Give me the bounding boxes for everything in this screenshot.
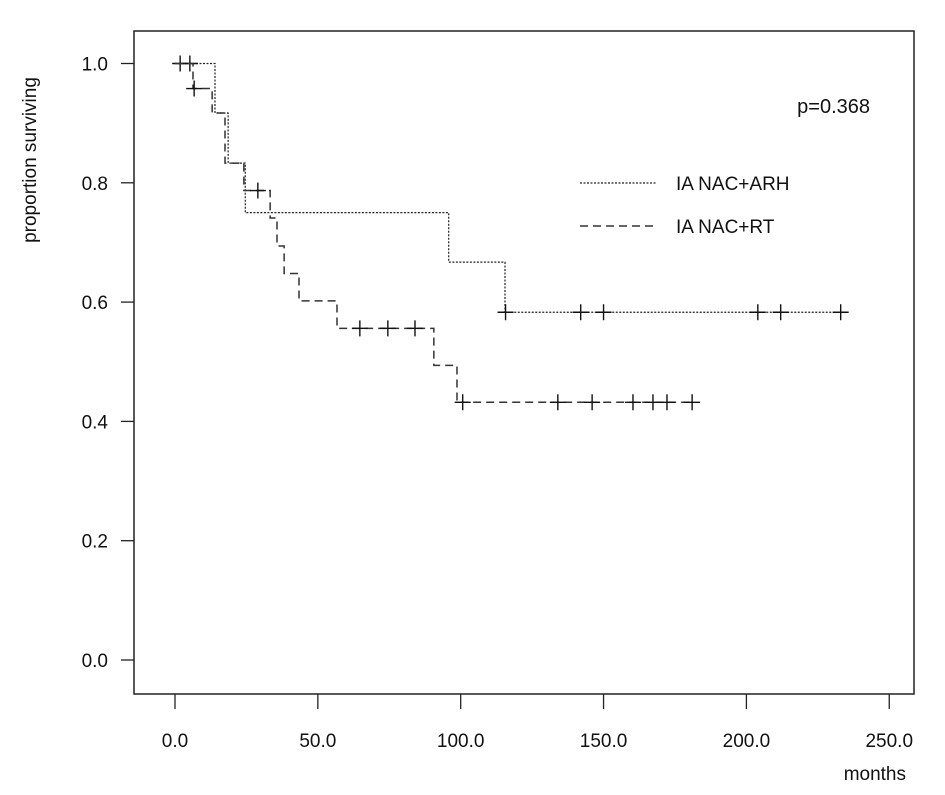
censor-mark xyxy=(832,304,849,321)
censor-mark xyxy=(584,394,601,411)
y-axis: 0.0 0.2 0.4 0.6 0.8 1.0 xyxy=(82,55,134,672)
y-tick-label: 1.0 xyxy=(82,55,108,76)
survival-curves xyxy=(172,55,849,411)
x-tick-label: 0.0 xyxy=(162,731,188,752)
censor-mark xyxy=(454,394,471,411)
x-tick-label: 200.0 xyxy=(723,731,771,752)
y-axis-label: proportion surviving xyxy=(20,77,41,243)
y-tick-label: 0.0 xyxy=(82,651,108,672)
censor-mark xyxy=(379,320,396,337)
y-tick-label: 0.8 xyxy=(82,174,108,195)
censor-mark xyxy=(406,320,423,337)
x-axis-label: months xyxy=(844,764,906,785)
censor-mark xyxy=(497,304,514,321)
censor-mark xyxy=(772,304,789,321)
x-tick-label: 250.0 xyxy=(865,731,913,752)
censor-mark xyxy=(749,304,766,321)
curve-rt xyxy=(175,62,693,404)
censor-mark xyxy=(549,394,566,411)
censor-mark xyxy=(249,182,266,199)
censor-mark xyxy=(572,304,589,321)
censor-mark xyxy=(624,394,641,411)
x-tick-label: 100.0 xyxy=(437,731,485,752)
plot-frame xyxy=(133,30,915,695)
censor-mark xyxy=(351,320,368,337)
curve-arh xyxy=(175,62,841,313)
censor-mark xyxy=(658,394,675,411)
legend-label-rt: IA NAC+RT xyxy=(676,217,775,238)
censor-mark xyxy=(684,394,701,411)
censor-mark xyxy=(644,394,661,411)
x-tick-label: 150.0 xyxy=(580,731,628,752)
censor-mark xyxy=(186,80,203,97)
p-value-annotation: p=0.368 xyxy=(797,96,870,118)
y-tick-label: 0.4 xyxy=(82,412,109,433)
legend: IA NAC+ARH IA NAC+RT xyxy=(580,174,790,238)
censor-mark xyxy=(595,304,612,321)
y-tick-label: 0.2 xyxy=(82,532,108,553)
x-axis: 0.0 50.0 100.0 150.0 200.0 250.0 xyxy=(162,694,913,752)
y-tick-label: 0.6 xyxy=(82,293,108,314)
x-tick-label: 50.0 xyxy=(299,731,336,752)
legend-label-arh: IA NAC+ARH xyxy=(676,174,790,195)
